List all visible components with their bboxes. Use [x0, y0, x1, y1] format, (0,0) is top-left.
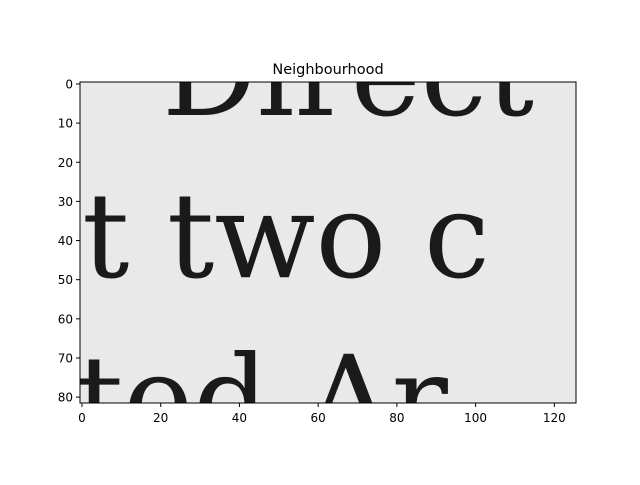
y-tick-label: 0 [65, 77, 73, 91]
chart-title: Neighbourhood [272, 62, 383, 78]
image-noise [80, 82, 576, 403]
x-axis-ticks: 0 20 40 60 80 100 120 [78, 403, 566, 425]
image-area: Direct t two c ted Ar [76, 5, 576, 468]
image-text-line-3: ted Ar [76, 330, 449, 468]
x-tick-label: 60 [311, 411, 326, 425]
image-text-line-2: t two c [82, 167, 490, 305]
x-tick-label: 120 [543, 411, 566, 425]
y-tick-label: 10 [58, 117, 73, 131]
y-tick-label: 40 [58, 234, 73, 248]
y-tick-label: 70 [58, 351, 73, 365]
x-tick-label: 0 [78, 411, 86, 425]
x-tick-label: 40 [232, 411, 247, 425]
y-tick-label: 50 [58, 273, 73, 287]
x-tick-label: 80 [389, 411, 404, 425]
y-tick-label: 20 [58, 156, 73, 170]
image-text-line-1: Direct [162, 5, 534, 143]
y-tick-label: 30 [58, 195, 73, 209]
y-tick-label: 60 [58, 312, 73, 326]
x-tick-label: 100 [464, 411, 487, 425]
y-axis-ticks: 0 10 20 30 40 50 60 70 80 [58, 77, 80, 405]
axes-frame [79, 81, 577, 404]
y-tick-label: 80 [58, 391, 73, 405]
x-tick-label: 20 [153, 411, 168, 425]
